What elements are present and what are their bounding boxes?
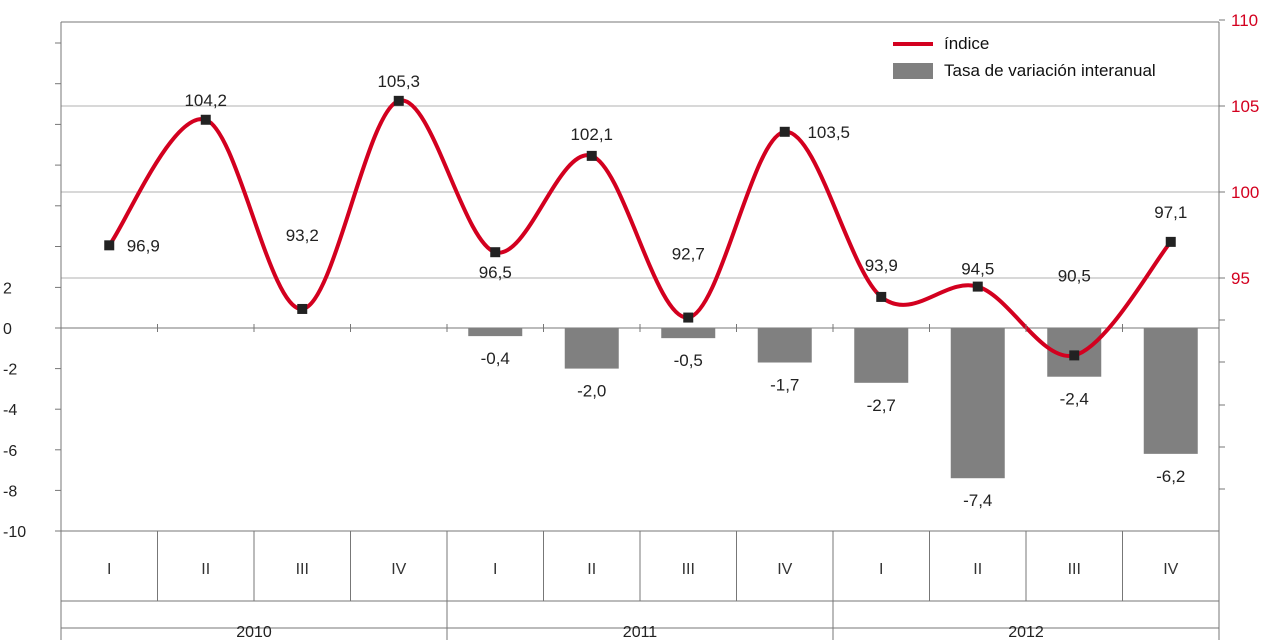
quarter-label: III [1068,561,1081,578]
right-tick-label: 100 [1231,183,1259,202]
line-marker [200,114,211,125]
bar [950,328,1005,479]
line-marker [972,281,983,292]
gridlines [61,105,1219,279]
right-tick-label: 110 [1231,11,1258,30]
index-line [107,98,1173,358]
line-value-label: 105,3 [377,72,420,91]
line-markers [104,95,1176,361]
line-value-label: 96,5 [479,263,512,282]
line-value-label: 104,2 [184,91,227,110]
bar-value-label: -7,4 [963,491,992,510]
line-marker [586,150,597,161]
line-marker [490,247,501,258]
left-tick-label: 2 [3,280,12,297]
bar-value-label: -2,7 [867,396,896,415]
line-marker [876,291,887,302]
right-tick-label: 95 [1231,269,1250,288]
legend-bar-swatch [893,62,933,79]
bar [1143,328,1198,454]
line-series [107,98,1173,358]
quarter-label: II [587,561,596,578]
line-value-label: 103,5 [807,123,850,142]
line-value-label: 94,5 [961,260,994,279]
left-axis: -10 -8 -6 -4 -2 0 2 [3,42,61,541]
left-tick-label: -2 [3,362,17,379]
line-marker [104,240,115,251]
quarter-label: II [201,561,210,578]
legend-label-tasa: Tasa de variación interanual [944,60,1156,80]
bar-value-label: -6,2 [1156,467,1185,486]
quarter-label: I [493,561,497,578]
line-marker [779,126,790,137]
legend-item-tasa: Tasa de variación interanual [893,57,1156,84]
quarter-label: I [107,561,111,578]
bar-value-label: -0,4 [481,349,510,368]
bar-value-label: -2,0 [577,382,606,401]
left-tick-label: -6 [3,443,17,460]
year-label: 2010 [236,624,272,640]
bar [854,328,909,383]
line-value-label: 93,2 [286,226,319,245]
legend-line-swatch [893,41,933,46]
left-tick-label: -4 [3,402,17,419]
quarter-label: II [973,561,982,578]
left-tick-label: -10 [3,524,26,541]
line-labels: 96,9 104,2 93,2 105,3 96,5 102,1 92,7 103,5 93,9… [127,72,1188,286]
legend: índice Tasa de variación interanual [893,30,1156,84]
legend-item-indice: índice [893,30,1156,57]
bar [468,328,523,337]
line-value-label: 97,1 [1154,203,1187,222]
right-tick-label: 105 [1231,97,1259,116]
line-marker [297,303,308,314]
line-marker [393,95,404,106]
line-value-label: 92,7 [672,245,705,264]
line-marker [1069,350,1080,361]
bar-series [468,328,1198,479]
left-tick-label: -8 [3,483,17,500]
quarter-label: I [879,561,883,578]
right-axis: 95 100 105 110 [1219,11,1259,490]
bar [564,328,619,369]
left-tick-label: 0 [3,321,12,338]
line-marker [1165,236,1176,247]
quarter-label: IV [777,561,792,578]
line-value-label: 90,5 [1058,266,1091,285]
legend-label-indice: índice [944,33,990,53]
bar-value-label: -2,4 [1060,390,1089,409]
bar-labels: -0,4 -2,0 -0,5 -1,7 -2,7 -7,4 -2,4 -6,2 [481,349,1186,510]
quarter-label: IV [1163,561,1178,578]
bar-value-label: -0,5 [674,351,703,370]
bar-value-label: -1,7 [770,376,799,395]
quarter-label: III [296,561,309,578]
bar [661,328,716,339]
quarter-label: III [682,561,695,578]
line-value-label: 96,9 [127,236,160,255]
quarter-label: IV [391,561,406,578]
line-marker [683,312,694,323]
year-label: 2012 [1008,624,1044,640]
line-value-label: 93,9 [865,256,898,275]
year-label: 2011 [623,624,658,640]
line-value-label: 102,1 [570,125,613,144]
bar [757,328,812,363]
